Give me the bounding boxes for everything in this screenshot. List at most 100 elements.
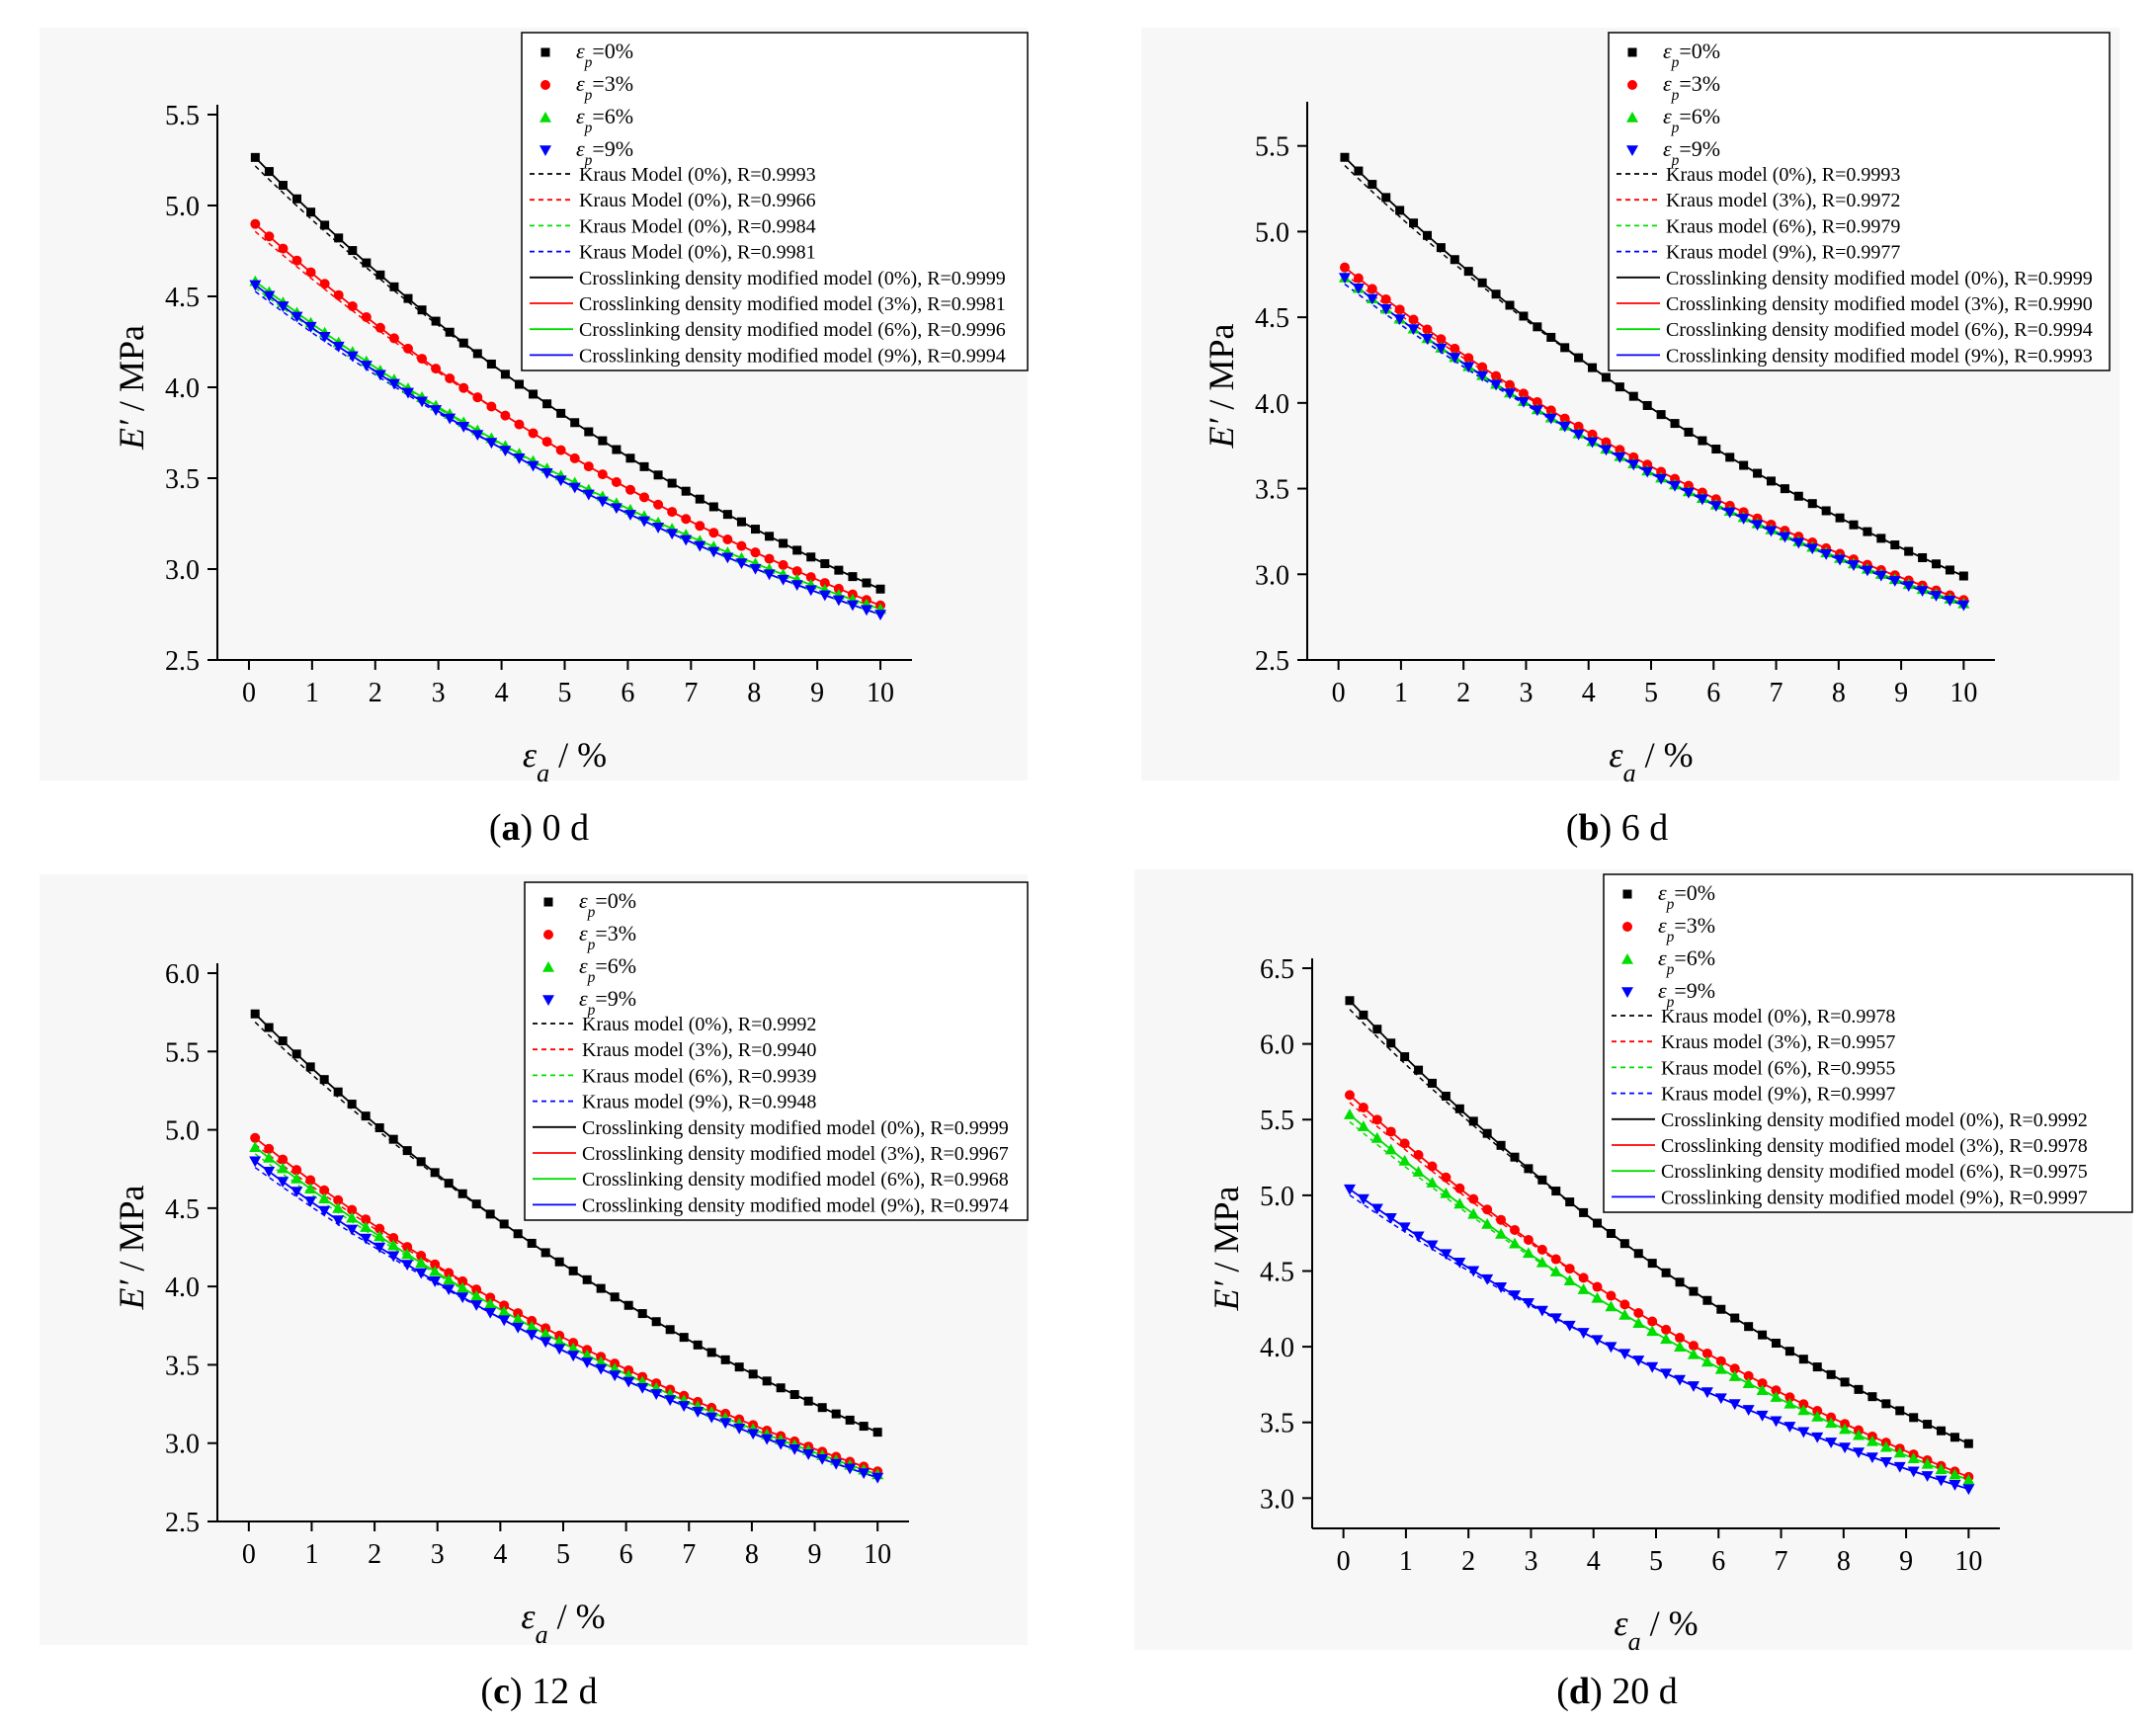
data-point xyxy=(250,218,261,229)
data-point xyxy=(872,1428,882,1438)
data-point xyxy=(333,1087,343,1097)
x-tick-label: 4 xyxy=(1582,678,1596,708)
data-point xyxy=(1770,1391,1783,1402)
data-point xyxy=(722,534,733,544)
data-point xyxy=(681,514,692,525)
data-point xyxy=(1647,1259,1657,1269)
data-point xyxy=(263,1166,276,1178)
data-point xyxy=(1450,343,1460,354)
data-point xyxy=(346,1224,359,1236)
data-point xyxy=(1509,1237,1522,1249)
caption-a-text: 0 d xyxy=(533,807,590,849)
data-point xyxy=(498,1315,511,1327)
data-point xyxy=(306,207,316,217)
data-point xyxy=(292,194,302,204)
x-tick-label: 6 xyxy=(1711,1546,1725,1577)
legend-fit-label: Kraus model (0%), R=0.9978 xyxy=(1661,1006,1895,1027)
y-axis-label: E′ / MPa xyxy=(112,325,151,451)
data-point xyxy=(1481,1273,1494,1285)
data-point xyxy=(747,1429,760,1440)
data-point xyxy=(250,1009,260,1019)
data-point xyxy=(1371,1114,1382,1125)
y-tick-label: 4.5 xyxy=(165,1194,200,1225)
data-point xyxy=(1441,1172,1451,1183)
crosslink-fit-curve xyxy=(1344,277,1964,607)
legend-fit-label: Kraus model (6%), R=0.9939 xyxy=(582,1065,816,1087)
data-point xyxy=(568,482,581,494)
x-tick-label: 0 xyxy=(242,678,256,708)
data-point xyxy=(1698,436,1707,446)
data-point xyxy=(1881,1399,1891,1409)
data-point xyxy=(1523,1235,1534,1246)
data-point xyxy=(1619,1299,1630,1310)
data-point xyxy=(1482,1128,1492,1138)
data-point xyxy=(1618,1308,1631,1320)
data-point xyxy=(1675,1277,1685,1287)
data-point xyxy=(625,453,635,463)
data-point xyxy=(1440,1187,1452,1198)
data-point xyxy=(278,1154,289,1165)
x-tick-label: 10 xyxy=(864,1539,891,1570)
data-point xyxy=(1505,300,1515,310)
data-point xyxy=(1642,400,1652,410)
data-point xyxy=(598,436,608,446)
data-point xyxy=(445,372,456,383)
data-point xyxy=(871,1472,884,1484)
data-point xyxy=(429,1276,442,1287)
data-point xyxy=(278,1036,288,1046)
x-tick-label: 8 xyxy=(1832,678,1846,708)
data-point xyxy=(1770,1416,1783,1428)
crosslink-fit-curve xyxy=(254,223,881,607)
data-point xyxy=(1559,413,1570,424)
data-point xyxy=(1398,1222,1411,1234)
x-tick-label: 4 xyxy=(495,678,509,708)
data-point xyxy=(1545,405,1556,416)
legend-series-label: εp=9% xyxy=(576,136,633,169)
y-tick-label: 4.5 xyxy=(1255,303,1289,334)
y-tick-label: 3.0 xyxy=(1255,560,1289,591)
data-point xyxy=(1427,1161,1438,1172)
data-point xyxy=(1700,1387,1713,1399)
data-point xyxy=(1853,1447,1866,1459)
data-point xyxy=(319,1075,329,1085)
data-point xyxy=(679,1333,689,1343)
y-tick-label: 4.5 xyxy=(165,283,200,313)
data-point xyxy=(1510,1152,1520,1162)
data-point xyxy=(1780,484,1789,494)
data-point xyxy=(1453,1197,1466,1209)
data-point xyxy=(444,1179,454,1189)
data-point xyxy=(1614,452,1626,463)
data-point xyxy=(596,1283,606,1293)
data-point xyxy=(1798,1399,1809,1410)
data-point xyxy=(708,502,718,512)
data-point xyxy=(431,364,442,374)
y-tick-label: 2.5 xyxy=(1255,646,1289,677)
data-point xyxy=(556,408,566,418)
data-point xyxy=(1412,1231,1425,1243)
data-point xyxy=(1729,1363,1740,1374)
data-point xyxy=(1426,1240,1439,1252)
data-point xyxy=(1352,283,1365,294)
data-point xyxy=(388,1134,398,1144)
data-point xyxy=(858,1468,871,1480)
data-point xyxy=(1427,1078,1437,1088)
data-point xyxy=(1863,527,1872,536)
data-point xyxy=(499,1219,509,1229)
legend-series-label: εp=9% xyxy=(579,986,636,1019)
x-tick-label: 3 xyxy=(432,678,446,708)
y-tick-label: 5.5 xyxy=(1260,1106,1294,1136)
data-point xyxy=(387,1239,400,1251)
data-point xyxy=(1627,459,1640,471)
data-point xyxy=(388,333,399,344)
data-point xyxy=(1468,1116,1478,1126)
y-tick-label: 3.5 xyxy=(165,1351,200,1381)
data-point xyxy=(1422,324,1433,335)
data-point xyxy=(1839,1423,1852,1435)
data-point xyxy=(1462,362,1475,373)
x-tick-label: 0 xyxy=(242,1539,256,1570)
data-point xyxy=(362,258,372,268)
y-tick-label: 3.5 xyxy=(1260,1409,1294,1439)
data-point xyxy=(484,1307,497,1319)
data-point xyxy=(1381,193,1391,203)
legend-marker xyxy=(539,145,551,156)
